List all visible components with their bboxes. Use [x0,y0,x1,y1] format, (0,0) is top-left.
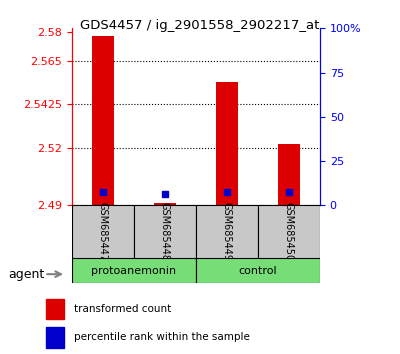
Text: GSM685448: GSM685448 [160,202,170,261]
Text: percentile rank within the sample: percentile rank within the sample [74,332,250,342]
Text: GSM685450: GSM685450 [284,202,294,262]
Bar [154,204,176,205]
Text: GDS4457 / ig_2901558_2902217_at: GDS4457 / ig_2901558_2902217_at [80,19,320,33]
FancyBboxPatch shape [258,205,320,258]
FancyBboxPatch shape [196,258,320,283]
Text: agent: agent [8,268,44,281]
Text: protoanemonin: protoanemonin [92,266,176,276]
Text: transformed count: transformed count [74,304,172,314]
Text: control: control [239,266,277,276]
Bar [92,36,114,205]
Bar [46,298,64,319]
FancyBboxPatch shape [72,258,196,283]
FancyBboxPatch shape [196,205,258,258]
Bar [216,82,238,205]
Text: GSM685447: GSM685447 [98,202,108,262]
FancyBboxPatch shape [72,205,134,258]
Text: GSM685449: GSM685449 [222,202,232,261]
Bar [278,144,300,205]
FancyBboxPatch shape [134,205,196,258]
Bar [46,327,64,348]
